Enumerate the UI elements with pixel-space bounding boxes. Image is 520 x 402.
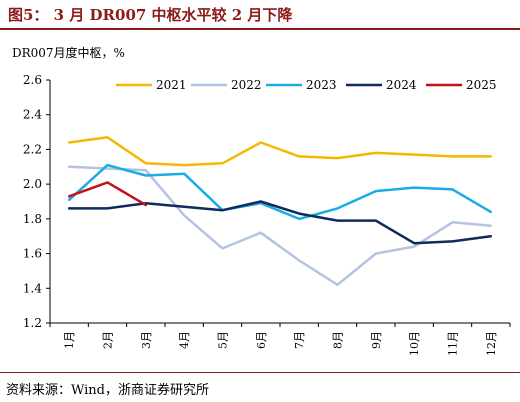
y-tick-label: 2.6	[23, 73, 42, 87]
y-axis-label: DR007月度中枢，%	[12, 45, 125, 60]
series-lines	[67, 136, 493, 287]
source-rule	[0, 372, 520, 373]
x-tick-label: 7月	[293, 331, 306, 349]
source-note: 资料来源：Wind，浙商证券研究所	[6, 383, 209, 398]
x-tick-label: 8月	[332, 331, 345, 349]
legend-label-2023: 2023	[306, 78, 337, 92]
y-tick-label: 2.0	[23, 177, 42, 191]
y-tick-label: 1.8	[23, 212, 42, 226]
series-line-2022	[67, 165, 493, 287]
y-tick-label: 1.6	[23, 247, 42, 261]
y-tick-label: 2.4	[23, 108, 42, 122]
axes	[49, 80, 510, 324]
x-tick-label: 12月	[485, 331, 498, 356]
y-tick-label: 1.4	[23, 281, 42, 295]
x-tick-label: 9月	[370, 331, 383, 349]
x-tick-label: 5月	[217, 331, 230, 349]
legend-label-2021: 2021	[156, 78, 187, 92]
figure-title: 图5： 3 月 DR007 中枢水平较 2 月下降	[8, 6, 293, 24]
x-axis-ticks: 1月 2月 3月 4月 5月 6月 7月 8月 9月 10月 11月 12月	[49, 323, 511, 356]
legend-label-2024: 2024	[386, 78, 417, 92]
x-tick-label: 6月	[255, 331, 268, 349]
legend: 2021 2022 2023 2024 2025	[116, 78, 497, 92]
x-tick-label: 10月	[408, 331, 421, 356]
x-tick-label: 3月	[140, 331, 153, 349]
series-line-2021	[67, 136, 493, 167]
series-line-2025	[67, 181, 148, 207]
legend-label-2025: 2025	[466, 78, 497, 92]
x-tick-label: 1月	[63, 331, 76, 349]
line-chart: DR007月度中枢，% 1.2 1.4 1.6 1.8 2.0 2.2 2.4 2.6 1月 2…	[12, 45, 511, 356]
x-tick-label: 2月	[102, 331, 115, 349]
title-rule	[0, 28, 520, 30]
series-line-2023	[67, 163, 493, 221]
series-line-2024	[67, 200, 493, 245]
legend-label-2022: 2022	[231, 78, 262, 92]
y-tick-label: 2.2	[23, 142, 42, 156]
x-tick-label: 11月	[447, 331, 460, 356]
y-axis-ticks: 1.2 1.4 1.6 1.8 2.0 2.2 2.4 2.6	[23, 73, 50, 330]
y-tick-label: 1.2	[23, 316, 42, 330]
x-tick-label: 4月	[178, 331, 191, 349]
